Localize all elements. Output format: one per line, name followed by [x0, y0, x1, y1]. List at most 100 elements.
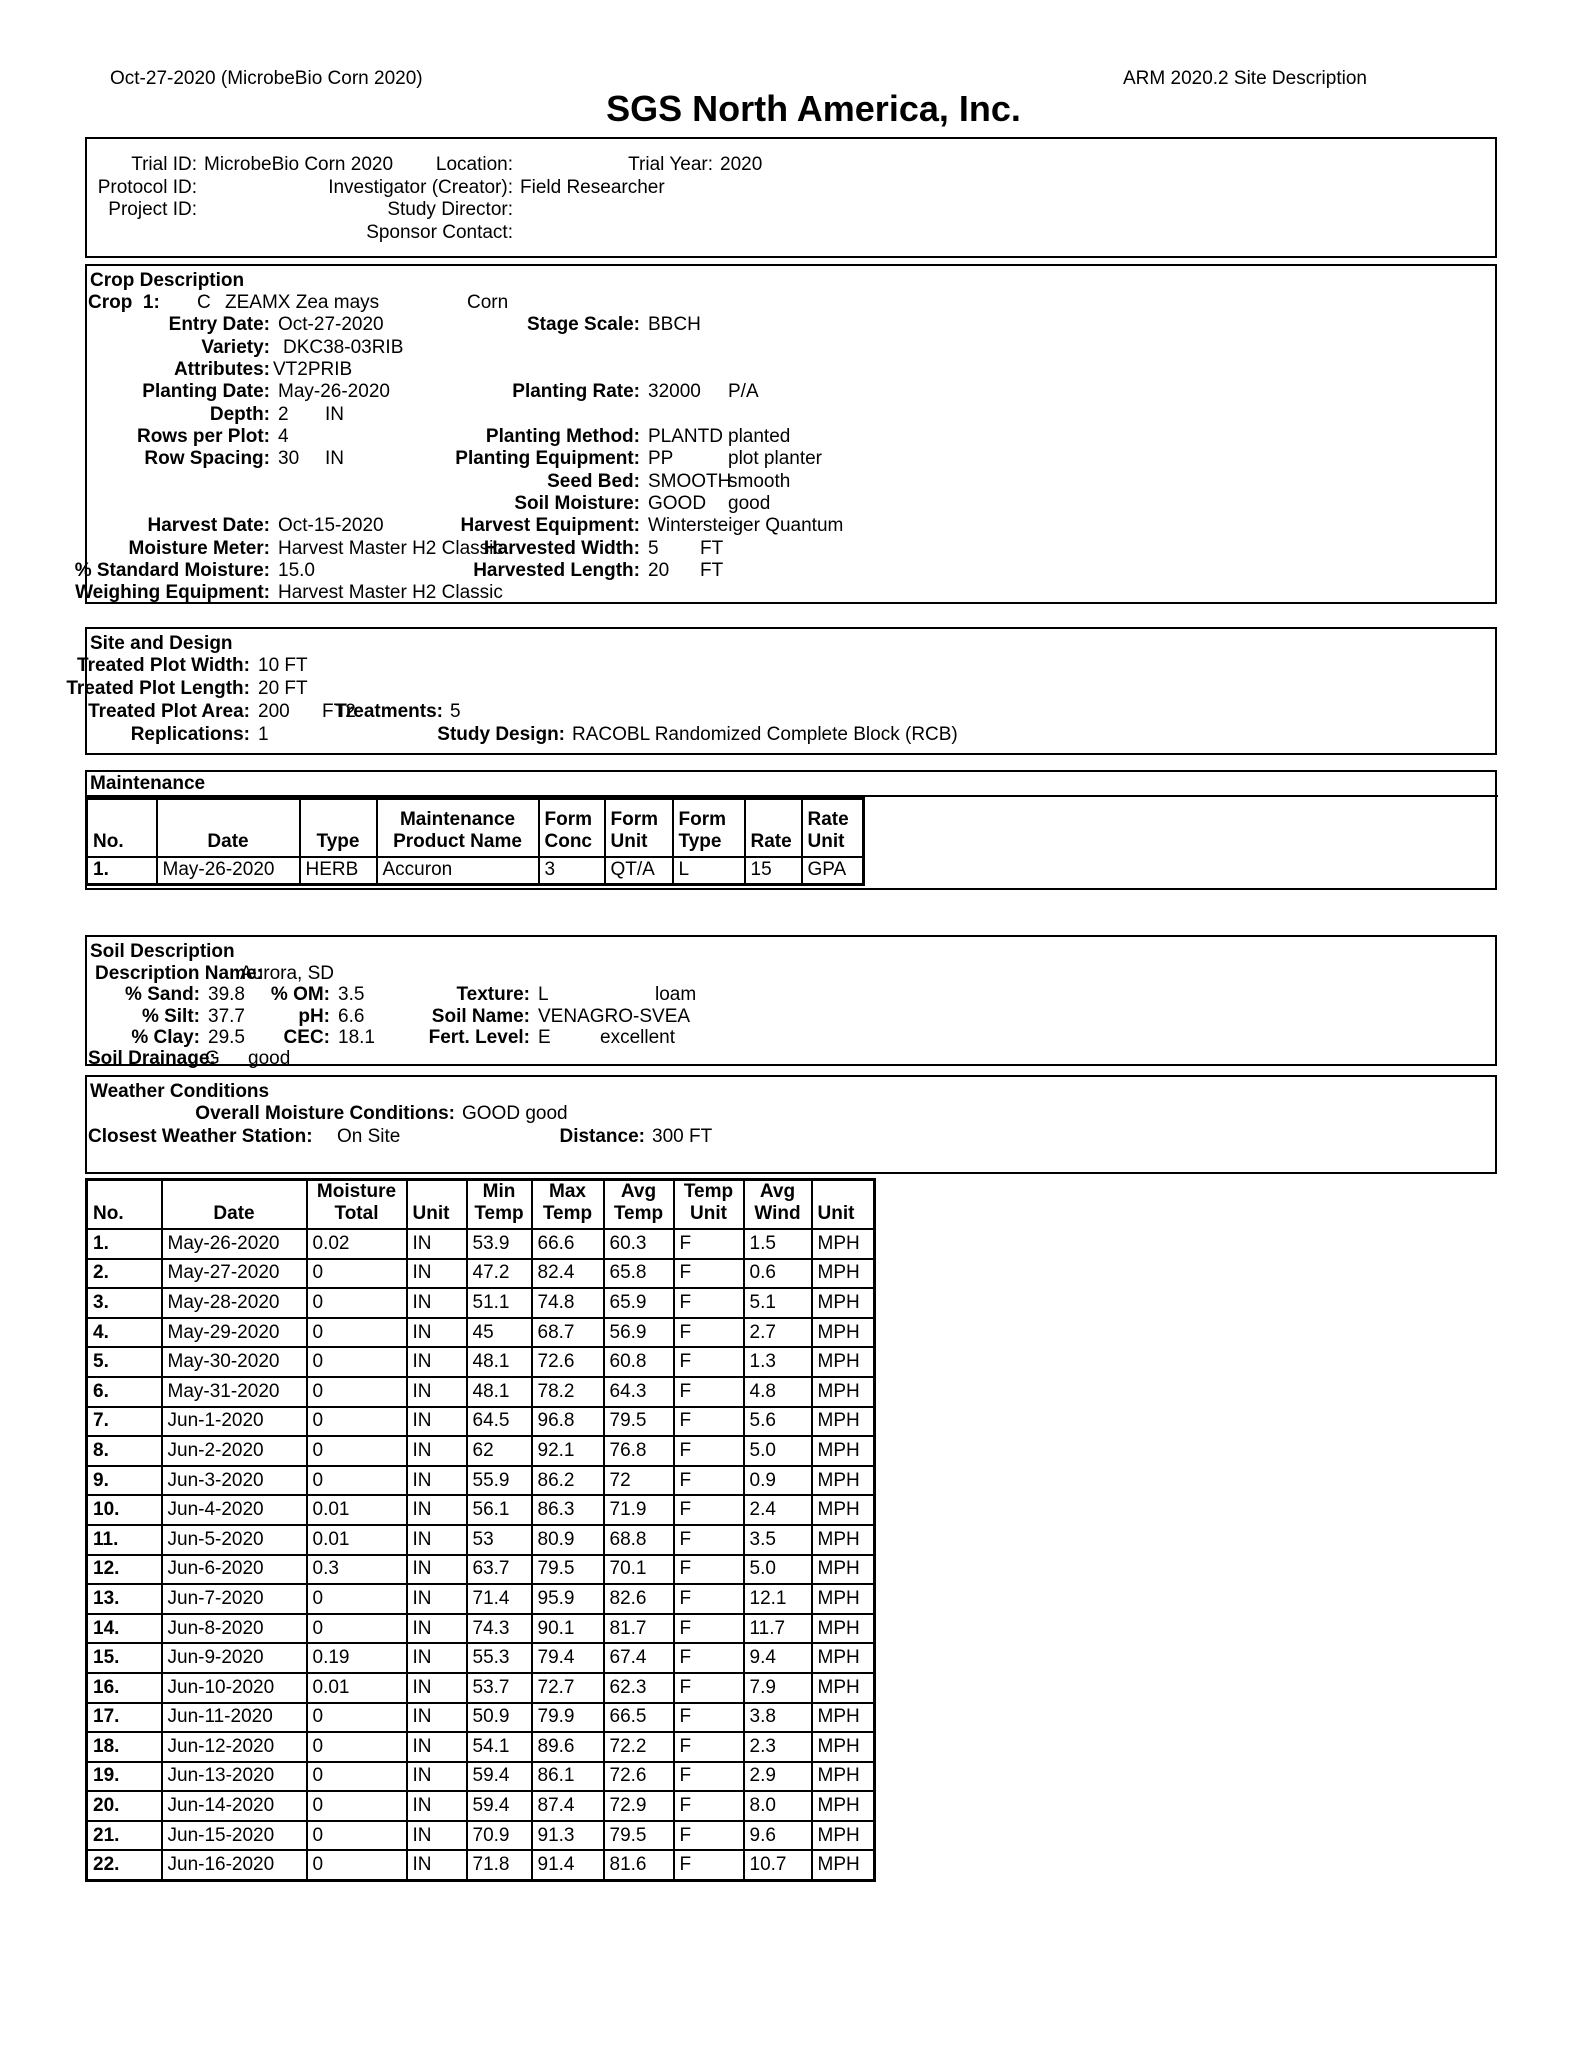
table-cell: 16. [85, 1671, 163, 1704]
field-value: 1 [258, 724, 269, 745]
table-cell: 0 [305, 1731, 408, 1763]
field-value: 300 FT [652, 1125, 713, 1147]
table-cell: 45 [465, 1316, 533, 1349]
table-cell: MPH [810, 1731, 876, 1763]
field-label: Stage Scale: [527, 314, 640, 336]
field-label: % Clay: [131, 1026, 200, 1048]
table-row: 1. May-26-2020 HERB Accuron 3 QT/A L 15 GPA [85, 855, 865, 886]
table-cell: MPH [810, 1435, 876, 1467]
table-cell: 81.7 [602, 1612, 675, 1645]
table-cell: F [672, 1731, 745, 1763]
table-cell: IN [405, 1790, 468, 1822]
text-line: Planting Date: May-26-2020 Planting Rate: 3… [87, 381, 1495, 403]
field-label: Soil Drainage: [88, 1048, 216, 1070]
field-label: Harvest Date: [147, 515, 271, 537]
column-header: Date [155, 797, 301, 858]
column-header: Form Conc [537, 797, 606, 858]
table-cell: MPH [810, 1819, 876, 1852]
column-header: No. [85, 1178, 163, 1230]
table-cell: 5.0 [742, 1553, 813, 1586]
table-cell: QT/A [603, 855, 674, 886]
table-cell: May-31-2020 [160, 1375, 308, 1408]
column-header: Form Unit [603, 797, 674, 858]
table-cell: 91.4 [530, 1849, 605, 1882]
field-value: On Site [337, 1125, 401, 1147]
text-line: Crop 1: C ZEAMX Zea mays Corn [87, 292, 1495, 314]
table-cell: May-27-2020 [160, 1257, 308, 1290]
table-cell: 50.9 [465, 1701, 533, 1734]
table-cell: 95.9 [530, 1583, 605, 1615]
table-cell: Jun-8-2020 [160, 1612, 308, 1645]
table-cell: 19. [85, 1760, 163, 1793]
field-value: 32000 [648, 381, 701, 403]
table-cell: MPH [810, 1760, 876, 1793]
table-cell: 56.9 [602, 1316, 675, 1349]
field-value: Field Researcher [520, 176, 665, 198]
field-value: Trial ID: [131, 154, 197, 175]
table-cell: 79.5 [602, 1819, 675, 1852]
column-header: Temp Unit [672, 1178, 745, 1230]
column-header: Type [298, 797, 378, 858]
text-line: Weighing Equipment: Harvest Master H2 Cla… [75, 582, 1495, 604]
column-header: Rate Unit [800, 797, 865, 858]
column-header: Maintenance Product Name [375, 797, 540, 858]
table-cell: 0 [305, 1849, 408, 1882]
text-line: Protocol ID: Investigator (Creator): Field… [87, 177, 1495, 200]
table-row: 10. Jun-4-2020 0.01 IN 56.1 86.3 71.9 F 2.4 MPH [85, 1494, 876, 1526]
table-cell: 86.2 [530, 1464, 605, 1497]
table-cell: IN [405, 1257, 468, 1290]
table-cell: MPH [810, 1464, 876, 1497]
field-label: Distance: [559, 1125, 645, 1147]
table-cell: 74.8 [530, 1287, 605, 1319]
text-line: Closest Weather Station: On Site Distance:… [87, 1126, 1495, 1149]
table-cell: 9.6 [742, 1819, 813, 1852]
field-label: Treated Plot Area: [88, 701, 250, 722]
table-cell: 4.8 [742, 1375, 813, 1408]
field-value: May-26-2020 [278, 381, 390, 403]
column-header: Avg Wind [742, 1178, 813, 1230]
table-cell: 5.0 [742, 1435, 813, 1467]
table-cell: 62 [465, 1435, 533, 1467]
table-cell: F [672, 1257, 745, 1290]
table-cell: IN [405, 1583, 468, 1615]
table-cell: 0 [305, 1287, 408, 1319]
table-row: 1. May-26-2020 0.02 IN 53.9 66.6 60.3 F 1.5 MPH [85, 1228, 876, 1260]
field-value: SMOOTH [648, 470, 732, 492]
field-value: Protocol ID: [97, 176, 197, 198]
field-value: G [205, 1048, 220, 1070]
table-cell: 86.1 [530, 1760, 605, 1793]
table-cell: IN [405, 1494, 468, 1526]
table-cell: 0 [305, 1464, 408, 1497]
field-label: Seed Bed: [547, 470, 640, 492]
text-line: Soil Moisture: GOOD good [87, 493, 1495, 515]
field-value: smooth [728, 470, 791, 492]
table-cell: MPH [810, 1642, 876, 1674]
table-cell: 59.4 [465, 1790, 533, 1822]
table-cell: 78.2 [530, 1375, 605, 1408]
table-cell: F [672, 1701, 745, 1734]
table-cell: 65.9 [602, 1287, 675, 1319]
table-cell: 15. [85, 1642, 163, 1674]
table-cell: 82.6 [602, 1583, 675, 1615]
table-cell: IN [405, 1612, 468, 1645]
text-line: % Standard Moisture: 15.0 Harvested Length… [75, 560, 1495, 582]
table-cell: 17. [85, 1701, 163, 1734]
field-value: Trial Year: [628, 154, 713, 175]
field-label: % Sand: [125, 984, 200, 1006]
text-line: Sponsor Contact: [87, 222, 1495, 245]
table-cell: IN [405, 1228, 468, 1260]
field-value: GOOD [648, 493, 707, 515]
text-line: % Silt: 37.7 pH: 6.6 Soil Name: VENAGRO-SVEA [87, 1006, 1495, 1027]
table-cell: 6. [85, 1375, 163, 1408]
field-value: E [538, 1026, 551, 1048]
table-cell: 64.5 [465, 1405, 533, 1438]
table-cell: F [672, 1760, 745, 1793]
weather-conditions-box: Weather Conditions Overall Moisture Cond… [85, 1075, 1497, 1174]
field-label: Harvest Equipment: [460, 515, 640, 537]
field-value: Wintersteiger Quantum [648, 515, 844, 537]
table-cell: MPH [810, 1257, 876, 1290]
table-cell: Jun-5-2020 [160, 1523, 308, 1556]
field-value: 5 [450, 701, 461, 722]
